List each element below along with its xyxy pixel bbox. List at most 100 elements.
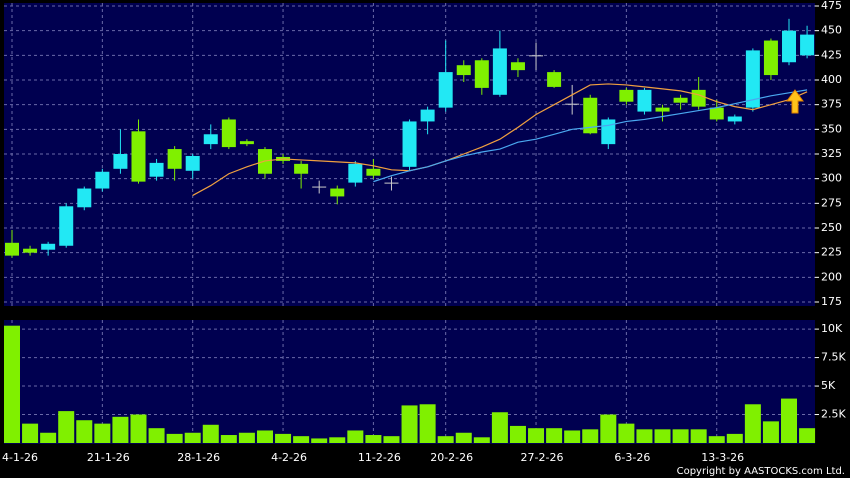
x-tick-label: 20-2-26 [430,451,473,464]
candle-body [637,89,652,112]
volume-bar [618,423,635,443]
y-tick-label: 275 [821,196,842,209]
candle-body [438,72,453,108]
candle-body [221,119,236,148]
candle-body [474,60,489,88]
candle-body [673,97,688,103]
volume-bar [130,414,147,443]
y-tick-label: 2.5K [821,408,846,421]
y-tick-label: 375 [821,98,842,111]
y-tick-label: 7.5K [821,351,846,364]
copyright: Copyright by AASTOCKS.com Ltd. [677,466,845,477]
volume-bar [726,433,743,443]
y-tick-label: 175 [821,295,842,308]
volume-bar [22,423,39,443]
y-tick-label: 475 [821,0,842,12]
candle-body [619,89,634,102]
volume-bar [383,436,400,443]
x-tick-label: 6-3-26 [614,451,650,464]
volume-bar [744,404,761,443]
candle-body [492,48,507,95]
y-tick-label: 200 [821,270,842,283]
y-tick-label: 450 [821,24,842,37]
candle-body [583,97,598,134]
candle-body [782,30,797,63]
candle-body [23,248,38,253]
candle-body [41,243,56,250]
candle-body [800,34,815,56]
volume-bar [473,437,490,443]
candle-body [510,62,525,71]
x-tick-label: 4-1-26 [2,451,38,464]
volume-bar [94,423,111,443]
y-tick-label: 325 [821,147,842,160]
y-tick-label: 10K [821,322,843,335]
moving-average-line [192,83,808,196]
y-tick-label: 300 [821,172,842,185]
volume-bar [184,432,201,443]
volume-bar [401,405,418,443]
volume-bar [690,429,707,443]
volume-bar [311,438,328,443]
candle-body [348,163,363,183]
volume-bar [582,429,599,443]
candle-body [77,188,92,208]
candle-body [312,186,327,188]
candle-body [167,149,182,169]
volume-bar [40,432,57,443]
volume-bar [329,437,346,443]
volume-bar [799,428,816,443]
volume-bar [166,433,183,443]
volume-bar [112,416,129,443]
candle-body [709,107,724,120]
signal-arrow [786,89,804,114]
volume-bar [600,414,617,443]
volume-bar [4,325,20,443]
volume-bar [365,435,382,443]
candle-body [239,141,254,145]
candle-body [402,121,417,167]
candle-body [601,119,616,145]
candle-body [5,242,19,256]
x-tick-label: 11-2-26 [358,451,401,464]
candle-body [95,171,110,189]
x-tick-label: 13-3-26 [701,451,744,464]
candle-body [547,72,562,87]
moving-average-line [373,89,808,183]
volume-bar [636,429,653,443]
volume-bar [148,428,165,443]
volume-bar [275,433,292,443]
volume-bar [437,436,454,443]
volume-bar [654,429,671,443]
volume-bar [419,404,436,443]
candle-body [529,55,544,57]
volume-bar [708,436,725,443]
y-tick-label: 425 [821,48,842,61]
volume-bar [672,429,689,443]
candle-body [185,155,200,171]
x-tick-label: 21-1-26 [87,451,130,464]
candle-body [59,206,74,246]
y-tick-label: 350 [821,122,842,135]
candle-body [763,40,778,76]
candle-body [366,168,381,176]
candle-body [203,134,218,145]
volume-bar [58,411,75,443]
candle-body [565,103,580,105]
volume-bar [528,428,545,443]
volume-bar [238,432,255,443]
volume-bar [293,436,310,443]
x-tick-label: 27-2-26 [521,451,564,464]
x-tick-label: 4-2-26 [271,451,307,464]
candle-body [456,65,471,76]
candle-body [149,162,164,177]
candle-body [745,50,760,108]
y-tick-label: 250 [821,221,842,234]
volume-bar [509,425,526,443]
candle-body [113,154,128,169]
volume-bar [564,430,581,443]
candle-body [655,107,670,112]
candle-body [330,188,345,197]
candle-body [420,109,435,122]
